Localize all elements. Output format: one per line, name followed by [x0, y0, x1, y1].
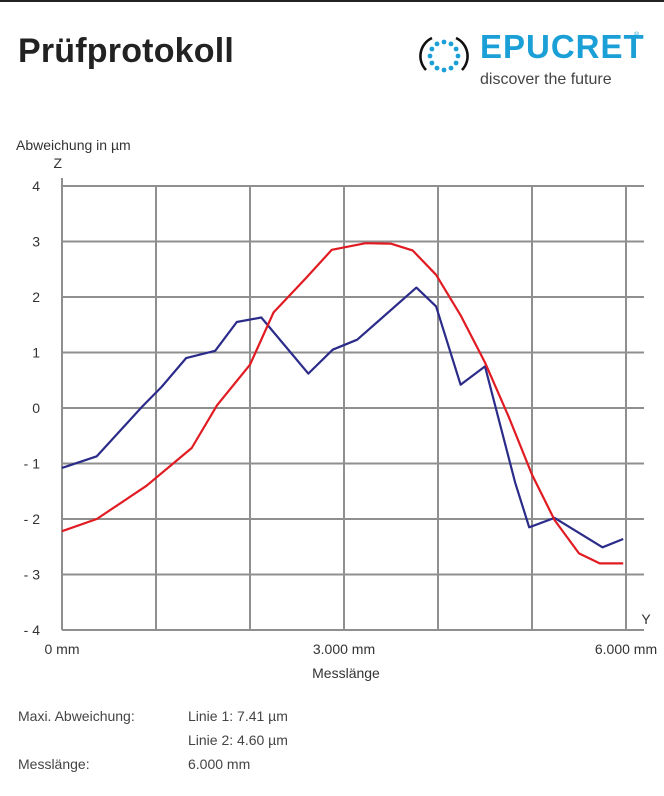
series-line-2	[61, 242, 624, 565]
logo-dot	[441, 67, 447, 73]
x-tick-label: 0 mm	[45, 641, 80, 657]
stat-label-length: Messlänge:	[18, 756, 90, 772]
page-title: Prüfprotokoll	[18, 32, 235, 70]
stat-value-length: 6.000 mm	[188, 756, 251, 772]
chart-ticks: 4 3 2 1 0 - 1 - 2 - 3 - 40 mm 3.000 mm 6.000 mm	[24, 178, 657, 657]
y-tick-label: - 4	[24, 622, 41, 638]
x-tick-label: 6.000 mm	[595, 641, 657, 657]
y-axis-letter: Z	[53, 155, 62, 171]
logo-dot	[429, 60, 435, 66]
brand-name: EPUCRET	[480, 28, 645, 65]
y-tick-label: - 1	[24, 456, 41, 472]
series-line-1	[61, 286, 624, 549]
y-tick-label: - 3	[24, 567, 41, 583]
y-tick-label: 0	[32, 400, 40, 416]
stat-value-line-1: Linie 1: 7.41 µm	[188, 708, 288, 724]
logo-dot	[453, 46, 459, 52]
logo-dot	[448, 41, 454, 47]
x-axis-letter: Y	[641, 611, 651, 627]
y-tick-label: - 2	[24, 511, 41, 527]
registered-mark: ®	[634, 32, 640, 39]
logo-dot	[448, 65, 454, 71]
y-tick-label: 1	[32, 345, 40, 361]
y-axis-label: Abweichung in µm	[16, 137, 131, 153]
logo-dot	[453, 60, 459, 66]
logo-dot	[455, 53, 461, 59]
x-axis-label: Messlänge	[312, 665, 380, 681]
x-tick-label: 3.000 mm	[313, 641, 375, 657]
y-tick-label: 4	[32, 178, 40, 194]
y-tick-label: 2	[32, 289, 40, 305]
logo-dot	[429, 46, 435, 52]
stat-value-line-2: Linie 2: 4.60 µm	[188, 732, 288, 748]
logo-dot	[441, 39, 447, 45]
stat-label-max-deviation: Maxi. Abweichung:	[18, 708, 135, 724]
chart-grid	[61, 178, 644, 631]
y-tick-label: 3	[32, 234, 40, 250]
logo-dot	[427, 53, 433, 59]
deviation-line-chart: 4 3 2 1 0 - 1 - 2 - 3 - 40 mm 3.000 mm 6.000 mm Ab…	[16, 137, 657, 681]
brand-logo: EPUCRET ® discover the future	[418, 26, 648, 96]
dotted-ring-logo-icon	[419, 36, 469, 73]
brand-tagline: discover the future	[480, 71, 612, 88]
chart-series	[61, 242, 624, 565]
logo-dot	[434, 65, 440, 71]
top-rule	[0, 0, 664, 2]
logo-dot	[434, 41, 440, 47]
